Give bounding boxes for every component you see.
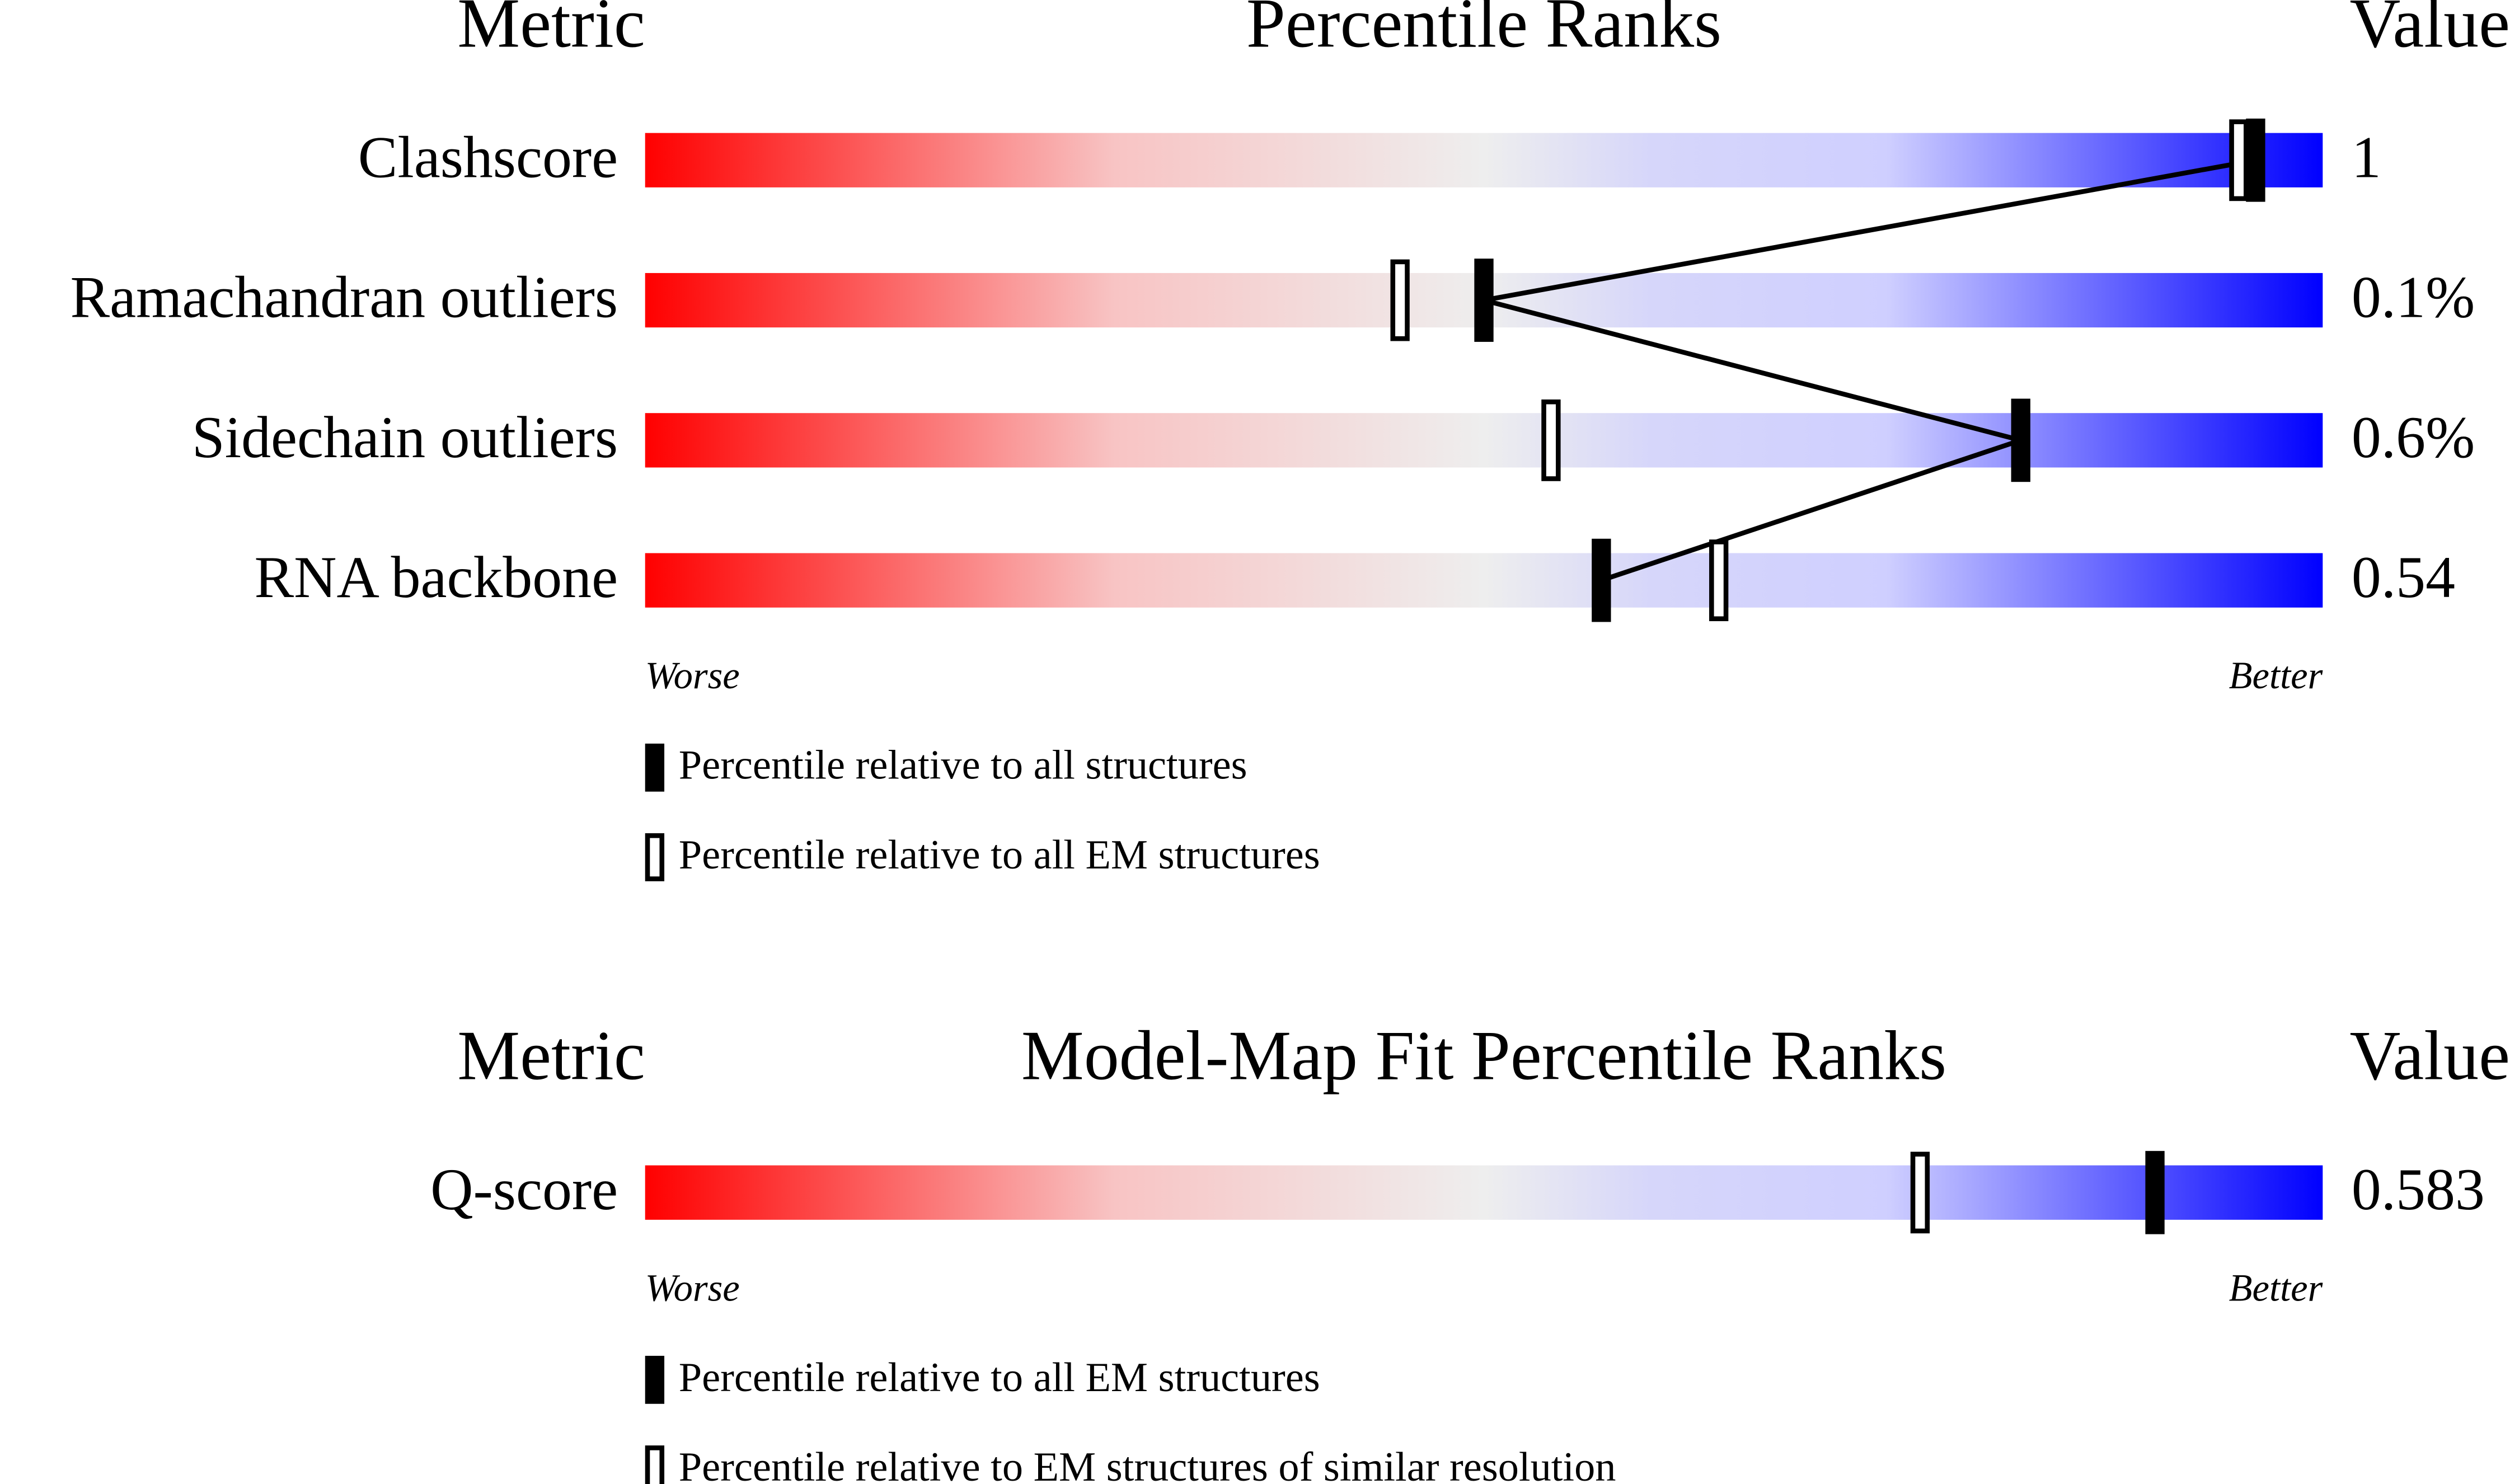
percentile-marker — [1592, 538, 1611, 622]
legend-label: Percentile relative to EM structures of … — [679, 1444, 1616, 1484]
metric-label: Clashscore — [358, 124, 618, 190]
legend-marker — [645, 743, 665, 792]
connector — [1483, 158, 2256, 303]
metric-label: Q-score — [430, 1157, 618, 1222]
metric-header: Metric — [457, 0, 645, 62]
legend-marker — [645, 833, 665, 881]
percentile-marker — [1709, 539, 1729, 622]
percentile-marker — [1474, 259, 1494, 342]
percentile-marker — [1910, 1152, 1930, 1234]
worse-label: Worse — [645, 1266, 740, 1309]
percentile-marker — [2246, 118, 2265, 202]
bar-track — [645, 1165, 2323, 1220]
legend-label: Percentile relative to all EM structures — [679, 832, 1320, 878]
percentile-marker — [1390, 259, 1410, 341]
legend-marker — [645, 1445, 665, 1484]
bar-track — [645, 553, 2323, 608]
percentile-marker — [2145, 1150, 2165, 1234]
better-label: Better — [2229, 654, 2323, 697]
chart-title: Model-Map Fit Percentile Ranks — [1021, 1017, 1946, 1095]
metric-value: 1 — [2352, 124, 2381, 190]
percentile-marker — [2011, 398, 2030, 482]
metric-value: 0.583 — [2352, 1157, 2485, 1222]
bar-track — [645, 133, 2323, 187]
value-header: Value — [2349, 0, 2510, 62]
metric-header: Metric — [457, 1017, 645, 1095]
metric-label: Ramachandran outliers — [71, 265, 618, 330]
connector — [1601, 438, 2022, 583]
connector — [1483, 298, 2021, 443]
bar-track — [645, 413, 2323, 468]
value-header: Value — [2349, 1017, 2510, 1095]
percentile-marker — [1541, 399, 1561, 481]
legend-label: Percentile relative to all EM structures — [679, 1355, 1320, 1401]
chart-title: Percentile Ranks — [1246, 0, 1721, 62]
worse-label: Worse — [645, 654, 740, 697]
percentile-marker — [2229, 119, 2249, 201]
metric-label: RNA backbone — [255, 544, 618, 610]
metric-value: 0.1% — [2352, 265, 2475, 330]
metric-value: 0.6% — [2352, 405, 2475, 470]
metric-value: 0.54 — [2352, 544, 2455, 610]
legend-marker — [645, 1355, 665, 1404]
legend-label: Percentile relative to all structures — [679, 743, 1247, 788]
better-label: Better — [2229, 1266, 2323, 1309]
metric-label: Sidechain outliers — [192, 405, 618, 470]
